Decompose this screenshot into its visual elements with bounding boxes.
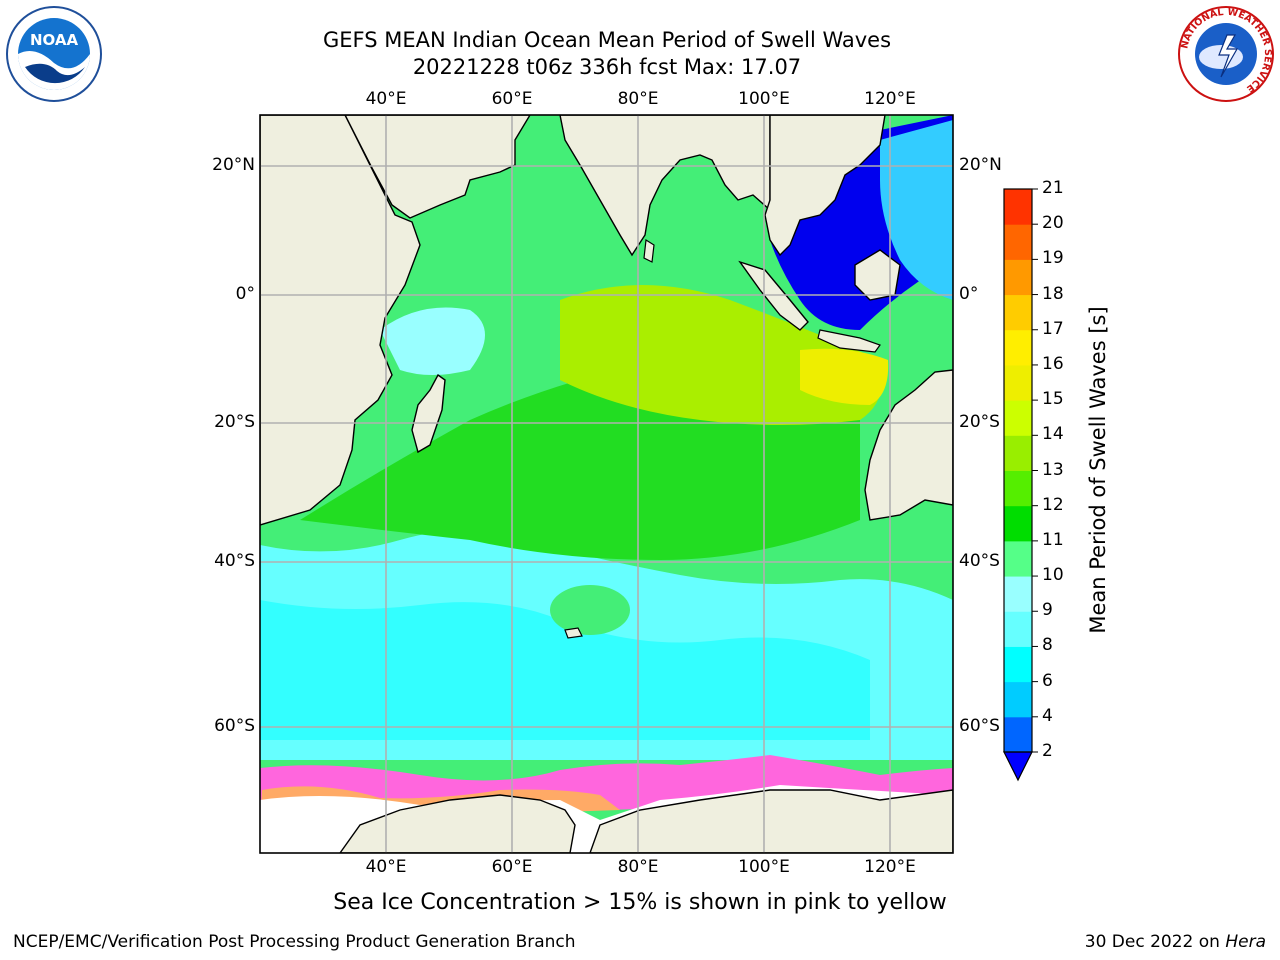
lon-label-bottom: 80°E bbox=[617, 857, 659, 877]
colorbar-tick-label: 2 bbox=[1042, 741, 1053, 761]
colorbar-segment bbox=[1004, 435, 1032, 471]
colorbar-tick-label: 15 bbox=[1042, 389, 1064, 410]
colorbar-tick-label: 6 bbox=[1042, 670, 1053, 691]
land-sri-lanka bbox=[643, 238, 655, 263]
colorbar-segment bbox=[1004, 681, 1032, 718]
colorbar-segment bbox=[1004, 470, 1032, 507]
lat-label-left: 20°S bbox=[214, 412, 255, 432]
colorbar-tick-label: 9 bbox=[1042, 600, 1053, 621]
colorbar-tick-label: 20 bbox=[1042, 213, 1064, 234]
land-southeast-asia bbox=[764, 115, 886, 257]
lat-label-right: 20°N bbox=[959, 155, 1002, 175]
lon-label-top: 120°E bbox=[864, 89, 916, 109]
colorbar-tick-label: 10 bbox=[1042, 565, 1064, 586]
colorbar-tick-label: 16 bbox=[1042, 353, 1064, 374]
noaa-logo-text: NOAA bbox=[30, 31, 79, 49]
swell-zone-pacific bbox=[880, 120, 953, 300]
lon-label-top: 40°E bbox=[365, 89, 407, 109]
nws-logo: NATIONAL WEATHER SERVICE bbox=[1178, 6, 1274, 102]
lat-label-left: 20°N bbox=[212, 155, 255, 175]
colorbar-segment bbox=[1004, 294, 1032, 331]
lat-label-left: 40°S bbox=[214, 551, 255, 571]
colorbar-segment bbox=[1004, 364, 1032, 401]
colorbar-label: Mean Period of Swell Waves [s] bbox=[1086, 306, 1110, 634]
colorbar-tick-label: 8 bbox=[1042, 635, 1053, 656]
colorbar-segment bbox=[1004, 716, 1032, 753]
lat-label-right: 40°S bbox=[959, 551, 1000, 571]
lat-label-left: 0° bbox=[235, 284, 255, 304]
chart-title-line1: GEFS MEAN Indian Ocean Mean Period of Sw… bbox=[322, 28, 892, 52]
lon-label-bottom: 100°E bbox=[738, 857, 790, 877]
land-antarctica-east bbox=[589, 789, 953, 853]
lat-label-left: 60°S bbox=[214, 716, 255, 736]
land-madagascar bbox=[411, 373, 446, 454]
colorbar-segment bbox=[1004, 224, 1032, 260]
colorbar-tick-label: 14 bbox=[1042, 424, 1064, 445]
colorbar-segment bbox=[1004, 189, 1032, 225]
credit-text: NCEP/EMC/Verification Post Processing Pr… bbox=[13, 932, 576, 952]
date-stamp: 30 Dec 2022 on Hera bbox=[1085, 932, 1266, 952]
sea-ice-caption: Sea Ice Concentration > 15% is shown in … bbox=[333, 890, 947, 915]
lat-label-right: 60°S bbox=[959, 716, 1000, 736]
lon-label-top: 80°E bbox=[617, 89, 659, 109]
land-australia bbox=[864, 369, 953, 521]
colorbar-segment bbox=[1004, 611, 1032, 647]
colorbar-segment bbox=[1004, 329, 1032, 366]
colorbar-segment bbox=[1004, 259, 1032, 296]
colorbar-segment bbox=[1004, 505, 1032, 542]
lon-label-top: 100°E bbox=[738, 89, 790, 109]
colorbar-tick-label: 21 bbox=[1042, 178, 1064, 198]
colorbar-tick-label: 17 bbox=[1042, 318, 1064, 339]
colorbar bbox=[1003, 188, 1038, 782]
swell-zone-peak bbox=[800, 348, 889, 405]
colorbar-segment bbox=[1004, 646, 1032, 683]
date-host: Hera bbox=[1225, 932, 1266, 952]
lat-label-right: 20°S bbox=[959, 412, 1000, 432]
land-antarctica-west bbox=[339, 794, 576, 853]
noaa-logo: NOAA bbox=[6, 6, 102, 102]
land-india bbox=[559, 115, 771, 257]
colorbar-under-arrow bbox=[1003, 751, 1033, 782]
colorbar-tick-label: 19 bbox=[1042, 248, 1064, 269]
colorbar-tick-label: 18 bbox=[1042, 283, 1064, 304]
swell-zone-west bbox=[380, 307, 485, 375]
swell-zone-lowest bbox=[260, 600, 870, 740]
map-gridlines bbox=[260, 115, 953, 853]
colorbar-segment bbox=[1004, 400, 1032, 436]
map-frame bbox=[259, 114, 954, 854]
lon-label-bottom: 40°E bbox=[365, 857, 407, 877]
colorbar-segment bbox=[1004, 576, 1032, 612]
lon-label-bottom: 120°E bbox=[864, 857, 916, 877]
colorbar-tick-label: 11 bbox=[1042, 529, 1064, 550]
lon-label-bottom: 60°E bbox=[491, 857, 533, 877]
lon-label-top: 60°E bbox=[491, 89, 533, 109]
colorbar-tick-label: 12 bbox=[1042, 494, 1064, 515]
colorbar-tick-label: 13 bbox=[1042, 459, 1064, 480]
date-prefix: 30 Dec 2022 on bbox=[1084, 932, 1220, 952]
lat-label-right: 0° bbox=[959, 284, 979, 304]
colorbar-tick-label: 4 bbox=[1042, 705, 1053, 726]
land-kerguelen bbox=[564, 627, 583, 639]
land-java bbox=[817, 329, 881, 353]
chart-title-line2: 20221228 t06z 336h fcst Max: 17.07 bbox=[412, 55, 802, 79]
swell-zone-kerguelen bbox=[550, 585, 630, 635]
colorbar-segment bbox=[1004, 540, 1032, 577]
map-area bbox=[260, 115, 953, 853]
